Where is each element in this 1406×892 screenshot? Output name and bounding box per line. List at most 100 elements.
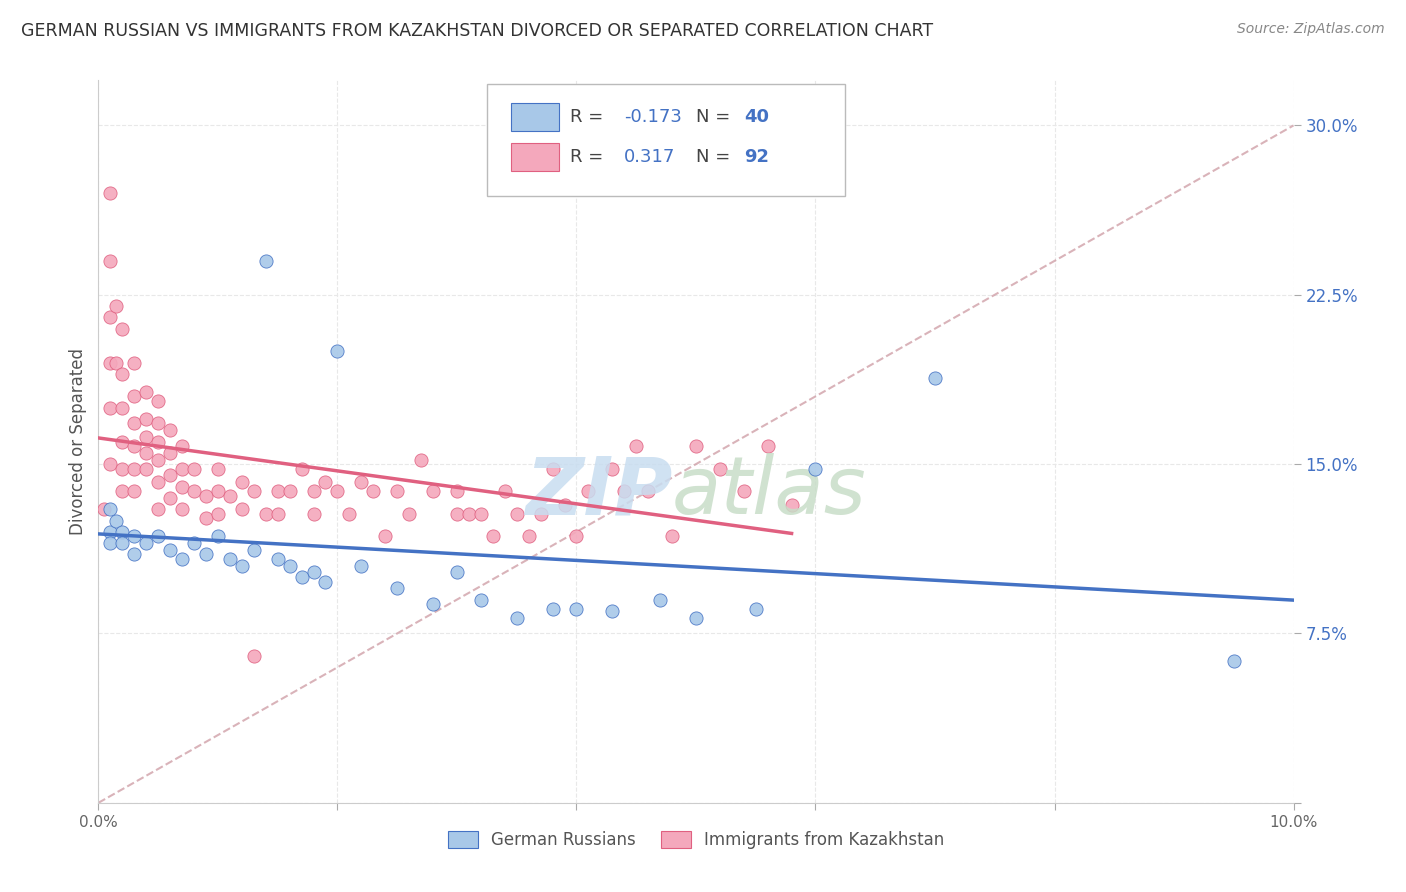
Point	[506, 610, 529, 624]
Point	[924, 371, 946, 385]
Point	[135, 446, 157, 460]
Point	[350, 558, 373, 573]
Point	[195, 548, 218, 562]
Point	[411, 452, 433, 467]
Point	[326, 344, 349, 359]
Text: N =: N =	[696, 108, 735, 126]
Text: R =: R =	[571, 148, 616, 166]
Point	[148, 452, 170, 467]
Point	[565, 529, 588, 543]
Point	[243, 648, 266, 663]
Point	[124, 548, 146, 562]
Point	[398, 507, 420, 521]
Point	[661, 529, 683, 543]
Point	[207, 461, 229, 475]
Point	[267, 484, 290, 499]
Point	[422, 597, 444, 611]
Point	[219, 552, 242, 566]
Text: 92: 92	[744, 148, 769, 166]
Point	[517, 529, 540, 543]
Point	[602, 461, 624, 475]
Point	[745, 601, 768, 615]
Point	[363, 484, 385, 499]
Point	[374, 529, 396, 543]
Point	[98, 524, 122, 539]
Point	[565, 601, 588, 615]
Legend: German Russians, Immigrants from Kazakhstan: German Russians, Immigrants from Kazakhs…	[441, 824, 950, 856]
Point	[172, 439, 194, 453]
Point	[637, 484, 659, 499]
Point	[98, 355, 122, 369]
Point	[685, 610, 707, 624]
Point	[385, 582, 409, 596]
Point	[613, 484, 636, 499]
Point	[470, 592, 492, 607]
Point	[291, 570, 314, 584]
Text: -0.173: -0.173	[624, 108, 682, 126]
Point	[231, 475, 253, 490]
Point	[111, 321, 134, 335]
Point	[98, 401, 122, 415]
Point	[446, 566, 468, 580]
Point	[326, 484, 349, 499]
Text: 40: 40	[744, 108, 769, 126]
Point	[124, 484, 146, 499]
Point	[148, 417, 170, 431]
Point	[159, 542, 181, 557]
Point	[172, 552, 194, 566]
Point	[135, 461, 157, 475]
Point	[148, 434, 170, 449]
Point	[267, 552, 290, 566]
Point	[302, 484, 325, 499]
Point	[111, 367, 134, 381]
Point	[756, 439, 779, 453]
Point	[650, 592, 672, 607]
Point	[124, 529, 146, 543]
Text: Source: ZipAtlas.com: Source: ZipAtlas.com	[1237, 22, 1385, 37]
Point	[159, 446, 181, 460]
Point	[111, 484, 134, 499]
Point	[291, 461, 314, 475]
Point	[350, 475, 373, 490]
Point	[98, 310, 122, 325]
Point	[183, 536, 205, 550]
Point	[111, 524, 134, 539]
Point	[172, 461, 194, 475]
Point	[98, 536, 122, 550]
Point	[219, 489, 242, 503]
Point	[98, 457, 122, 471]
Point	[207, 484, 229, 499]
Point	[602, 604, 624, 618]
Point	[172, 480, 194, 494]
Point	[541, 461, 564, 475]
FancyBboxPatch shape	[486, 84, 845, 196]
Point	[267, 507, 290, 521]
Point	[422, 484, 444, 499]
Point	[278, 484, 301, 499]
Point	[315, 475, 337, 490]
Text: ZIP: ZIP	[524, 453, 672, 531]
Point	[231, 558, 253, 573]
Point	[98, 253, 122, 268]
Point	[254, 253, 277, 268]
Point	[159, 468, 181, 483]
Point	[105, 514, 128, 528]
Point	[243, 542, 266, 557]
Point	[458, 507, 481, 521]
Point	[195, 489, 218, 503]
Point	[780, 498, 803, 512]
Point	[183, 461, 205, 475]
Point	[111, 461, 134, 475]
Point	[339, 507, 361, 521]
Point	[470, 507, 492, 521]
Point	[207, 529, 229, 543]
Point	[243, 484, 266, 499]
Point	[135, 412, 157, 426]
FancyBboxPatch shape	[510, 143, 558, 170]
Point	[148, 475, 170, 490]
Point	[135, 536, 157, 550]
Point	[278, 558, 301, 573]
Point	[494, 484, 516, 499]
Point	[148, 529, 170, 543]
Point	[124, 417, 146, 431]
